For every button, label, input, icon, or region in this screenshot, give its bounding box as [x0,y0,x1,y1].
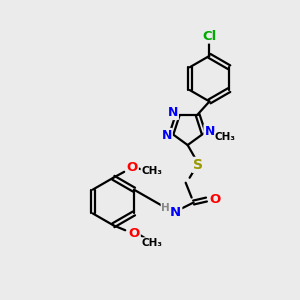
Text: N: N [170,206,181,219]
Text: N: N [168,106,178,119]
Text: H: H [161,203,170,214]
Text: N: N [161,129,172,142]
Text: CH₃: CH₃ [142,166,163,176]
Text: S: S [193,158,202,172]
Text: N: N [204,125,215,138]
Text: Cl: Cl [202,30,217,43]
Text: O: O [127,161,138,174]
Text: CH₃: CH₃ [142,238,163,248]
Text: O: O [128,227,140,240]
Text: CH₃: CH₃ [215,132,236,142]
Text: O: O [210,193,221,206]
